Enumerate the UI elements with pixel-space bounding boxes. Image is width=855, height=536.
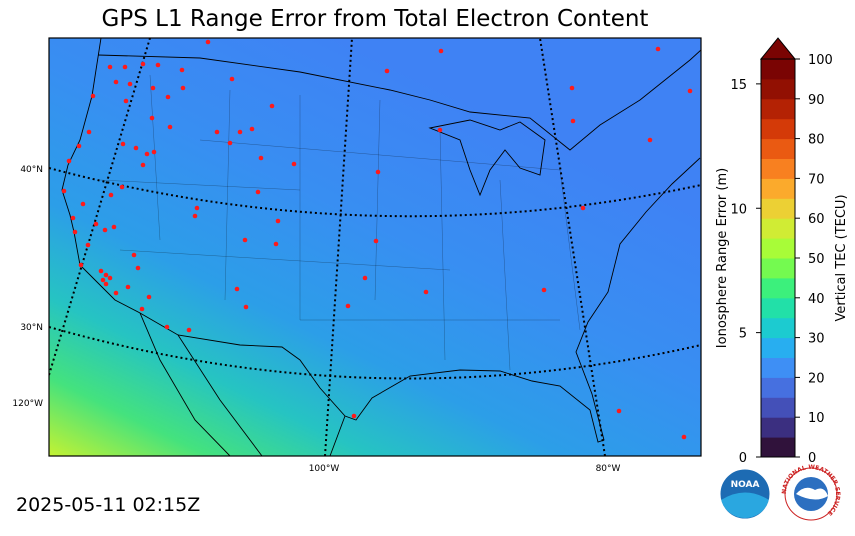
- tick-label: 15: [730, 78, 747, 93]
- tick-label: 90: [808, 93, 825, 108]
- colorbar-band: [761, 178, 795, 199]
- tick-label: 50: [808, 252, 825, 267]
- colorbar-band: [761, 198, 795, 219]
- colorbar-band: [761, 118, 795, 140]
- right-axis-label: Vertical TEC (TECU): [834, 194, 849, 321]
- colorbar-band: [761, 258, 795, 279]
- colorbar-band: [761, 377, 795, 398]
- tick-label: 30: [808, 332, 825, 347]
- colorbar-extension: [759, 37, 797, 60]
- tick-label: 60: [808, 212, 825, 227]
- lon-label: 100°W: [309, 464, 340, 474]
- colorbar-band: [761, 98, 795, 120]
- timestamp: 2025-05-11 02:15Z: [16, 494, 200, 516]
- tec-field: [49, 38, 701, 456]
- graticule: [49, 38, 701, 456]
- tick-label: 20: [808, 371, 825, 386]
- noaa-logo: NOAA: [719, 468, 771, 520]
- tick-label: 40: [808, 292, 825, 307]
- tick-label: 5: [739, 327, 747, 342]
- colorbar-band: [761, 277, 795, 299]
- tick-label: 10: [730, 202, 747, 217]
- title: GPS L1 Range Error from Total Electron C…: [102, 6, 649, 32]
- left-axis-label: Ionosphere Range Error (m): [715, 168, 730, 348]
- map-frame: [48, 37, 702, 457]
- colorbar-band: [761, 297, 795, 319]
- colorbar-band: [761, 337, 795, 358]
- lat-label: 40°N: [20, 165, 43, 175]
- tick-label: 100: [808, 53, 833, 68]
- lon-label: 80°W: [596, 464, 621, 474]
- colorbar-band: [761, 397, 795, 418]
- tick-label: 80: [808, 133, 825, 148]
- noaa-text: NOAA: [731, 480, 760, 490]
- lat-label: 30°N: [20, 323, 43, 333]
- colorbar-band: [761, 317, 795, 339]
- colorbar-band: [761, 158, 795, 179]
- tick-label: 0: [739, 451, 747, 466]
- stations: [61, 39, 693, 440]
- colorbar-band: [761, 78, 795, 100]
- state-lines: [99, 74, 581, 371]
- tick-label: 0: [808, 451, 816, 466]
- tick-label: 70: [808, 172, 825, 187]
- colorbar-band: [761, 238, 795, 259]
- colorbar-band: [761, 59, 795, 80]
- colorbar: 0 5 10 15 0 10 20 30 40 50 60 70 80 90 100: [730, 37, 833, 466]
- colorbar-band: [761, 138, 795, 159]
- map: [49, 38, 701, 456]
- colorbar-band: [761, 357, 795, 378]
- colorbar-band: [761, 417, 795, 438]
- tick-label: 10: [808, 411, 825, 426]
- lon-label: 120°W: [12, 399, 43, 409]
- colorbar-band: [761, 218, 795, 239]
- nws-logo: NATIONAL WEATHER SERVICE: [781, 464, 841, 521]
- colorbar-band: [761, 437, 795, 458]
